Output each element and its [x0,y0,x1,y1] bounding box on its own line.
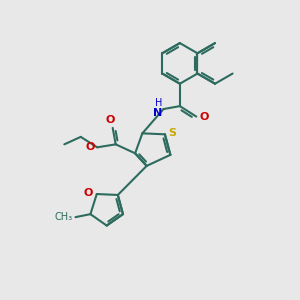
Text: O: O [85,142,95,152]
Text: CH₃: CH₃ [55,212,73,222]
Text: N: N [153,108,162,118]
Text: O: O [84,188,93,197]
Text: O: O [199,112,208,122]
Text: O: O [105,115,114,125]
Text: H: H [154,98,162,108]
Text: S: S [169,128,176,138]
